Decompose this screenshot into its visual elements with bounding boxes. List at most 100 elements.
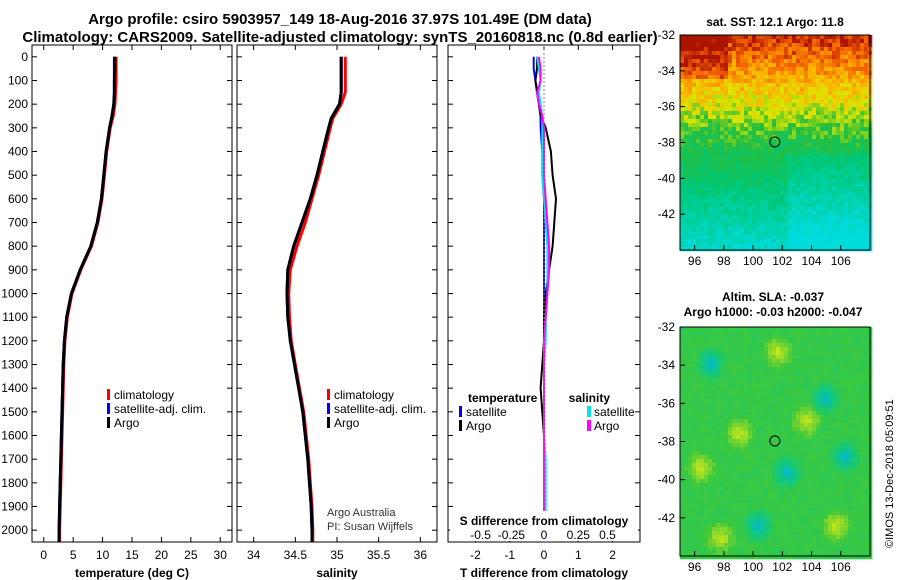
map-cell <box>860 355 865 360</box>
map-cell <box>848 355 853 360</box>
map-cell <box>712 123 717 128</box>
map-cell <box>728 155 733 160</box>
map-cell <box>836 183 841 188</box>
map-cell <box>812 199 817 204</box>
map-cell <box>684 79 689 84</box>
map-cell <box>816 499 821 504</box>
map-cell <box>756 443 761 448</box>
map-cell <box>804 159 809 164</box>
map-cell <box>736 487 741 492</box>
map-cell <box>800 163 805 168</box>
map-cell <box>684 155 689 160</box>
map-cell <box>712 167 717 172</box>
map-cell <box>780 67 785 72</box>
map-cell <box>856 103 861 108</box>
map-cell <box>788 191 793 196</box>
map-cell <box>772 103 777 108</box>
map-cell <box>776 235 781 240</box>
legend-label: Argo <box>466 419 492 433</box>
map-cell <box>792 139 797 144</box>
map-cell <box>836 335 841 340</box>
map-cell <box>844 79 849 84</box>
map-cell <box>808 363 813 368</box>
map-cell <box>848 379 853 384</box>
map-cell <box>740 191 745 196</box>
map-cell <box>788 351 793 356</box>
map-cell <box>748 403 753 408</box>
map-cell <box>732 423 737 428</box>
map-cell <box>824 199 829 204</box>
map-cell <box>696 459 701 464</box>
map-cell <box>804 399 809 404</box>
map-cell <box>792 427 797 432</box>
map-cell <box>772 143 777 148</box>
map-cell <box>800 479 805 484</box>
map-cell <box>748 419 753 424</box>
map-cell <box>768 207 773 212</box>
map-cell <box>700 407 705 412</box>
map-cell <box>688 403 693 408</box>
map-cell <box>848 179 853 184</box>
map-cell <box>820 363 825 368</box>
map-cell <box>780 47 785 52</box>
map-cell <box>744 163 749 168</box>
map-cell <box>816 43 821 48</box>
map-cell <box>716 47 721 52</box>
map-cell <box>760 403 765 408</box>
map-cell <box>716 183 721 188</box>
map-cell <box>808 475 813 480</box>
map-cell <box>696 475 701 480</box>
map-cell <box>744 359 749 364</box>
map-cell <box>804 63 809 68</box>
map-cell <box>752 215 757 220</box>
map-cell <box>864 235 869 240</box>
map-cell <box>864 475 869 480</box>
map-cell <box>712 343 717 348</box>
map-cell <box>756 239 761 244</box>
map-cell <box>804 431 809 436</box>
map-cell <box>796 355 801 360</box>
map-cell <box>824 407 829 412</box>
map-cell <box>816 95 821 100</box>
map-cell <box>688 451 693 456</box>
map-cell <box>812 203 817 208</box>
map-cell <box>780 375 785 380</box>
map-cell <box>680 143 685 148</box>
map-cell <box>732 383 737 388</box>
map-cell <box>772 123 777 128</box>
map-cell <box>684 103 689 108</box>
map-cell <box>764 427 769 432</box>
map-cell <box>680 91 685 96</box>
map-cell <box>764 167 769 172</box>
map-cell <box>740 147 745 152</box>
map-cell <box>740 35 745 40</box>
map-cell <box>852 443 857 448</box>
map-cell <box>692 343 697 348</box>
map-cell <box>844 499 849 504</box>
map-cell <box>804 47 809 52</box>
map-cell <box>764 495 769 500</box>
map-cell <box>756 127 761 132</box>
map-cell <box>764 215 769 220</box>
map-cell <box>840 187 845 192</box>
map-cell <box>788 379 793 384</box>
map-cell <box>764 243 769 248</box>
map-cell <box>744 219 749 224</box>
map-cell <box>716 139 721 144</box>
map-cell <box>716 451 721 456</box>
map-cell <box>836 399 841 404</box>
map-cell <box>752 175 757 180</box>
map-cell <box>828 387 833 392</box>
map-cell <box>860 343 865 348</box>
map-cell <box>816 375 821 380</box>
map-cell <box>800 203 805 208</box>
map-cell <box>712 419 717 424</box>
map-cell <box>848 231 853 236</box>
map-cell <box>748 355 753 360</box>
map-cell <box>700 351 705 356</box>
map-cell <box>856 95 861 100</box>
map-cell <box>804 83 809 88</box>
map-cell <box>684 347 689 352</box>
map-cell <box>792 447 797 452</box>
map-cell <box>792 211 797 216</box>
